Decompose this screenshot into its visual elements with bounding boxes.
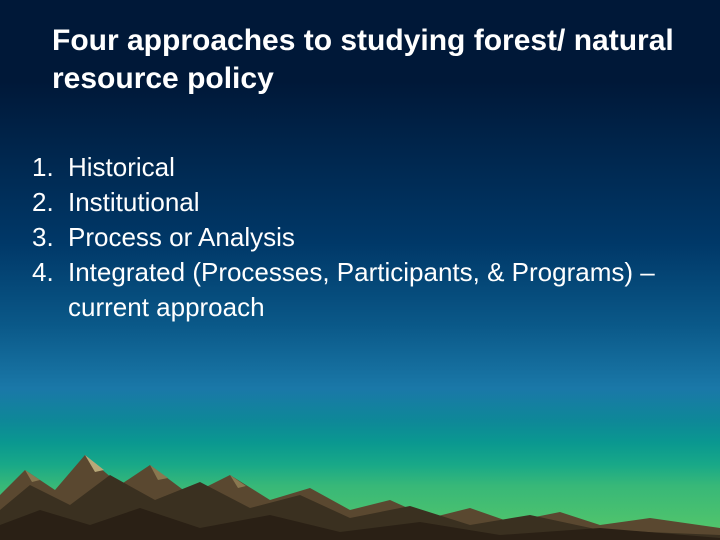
list-item: 2. Institutional <box>32 185 680 220</box>
item-text: Institutional <box>68 185 680 220</box>
slide-body: 1. Historical 2. Institutional 3. Proces… <box>32 150 680 325</box>
list-item: 4. Integrated (Processes, Participants, … <box>32 255 680 325</box>
item-number: 2. <box>32 185 68 220</box>
item-number: 3. <box>32 220 68 255</box>
mountain-decoration <box>0 400 720 540</box>
item-number: 4. <box>32 255 68 325</box>
slide: Four approaches to studying forest/ natu… <box>0 0 720 540</box>
item-number: 1. <box>32 150 68 185</box>
list-item: 3. Process or Analysis <box>32 220 680 255</box>
item-text: Historical <box>68 150 680 185</box>
item-text: Process or Analysis <box>68 220 680 255</box>
list-item: 1. Historical <box>32 150 680 185</box>
item-text: Integrated (Processes, Participants, & P… <box>68 255 680 325</box>
slide-title: Four approaches to studying forest/ natu… <box>52 22 680 97</box>
